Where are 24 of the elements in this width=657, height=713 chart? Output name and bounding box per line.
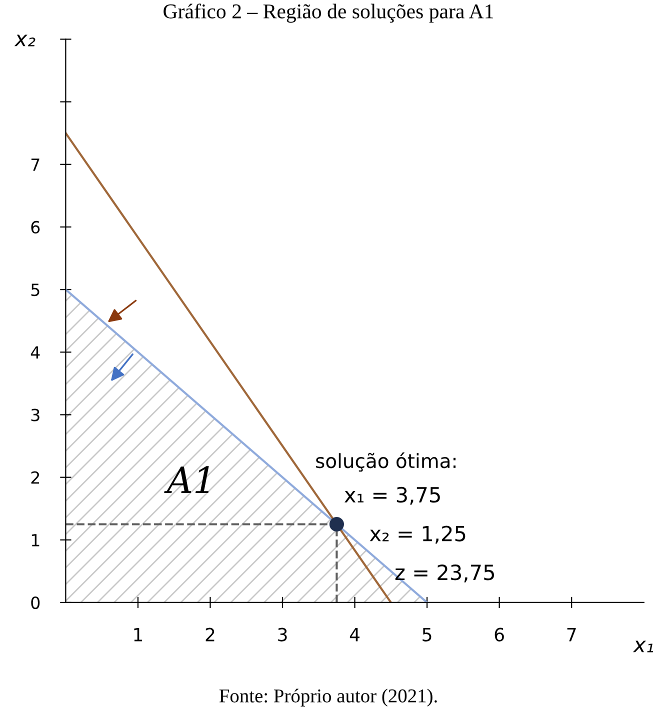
chart-title: Gráfico 2 – Região de soluções para A1: [164, 4, 493, 23]
x-tick-label: 4: [350, 628, 360, 642]
x-tick-label: 1: [134, 628, 142, 642]
y-tick-label: 1: [32, 534, 40, 546]
y-axis-title: x₂: [14, 34, 36, 46]
annotation: z = 23,75: [395, 564, 494, 582]
y-tick-label: 4: [30, 346, 40, 358]
y-tick-label: 6: [31, 220, 40, 234]
annotation: x₂ = 1,25: [370, 526, 466, 544]
x-tick-label: 3: [278, 628, 287, 642]
x-axis-title: x₁: [632, 640, 654, 652]
x-tick-label: 7: [567, 628, 576, 642]
x-tick-label: 2: [206, 628, 214, 642]
annotation: A1: [164, 466, 209, 493]
x-tick-label: 5: [422, 628, 432, 642]
y-tick-label: 2: [31, 471, 40, 484]
y-tick-label: 3: [31, 408, 40, 422]
x-tick-label: 6: [494, 628, 504, 642]
annotation: x₁ = 3,75: [344, 486, 440, 505]
annotation: solução ótima:: [316, 452, 456, 472]
y-tick-label: 5: [31, 284, 40, 296]
source-note: Fonte: Próprio autor (2021).: [219, 688, 437, 706]
y-tick-label: 0: [31, 596, 40, 610]
y-tick-label: 7: [31, 158, 40, 171]
